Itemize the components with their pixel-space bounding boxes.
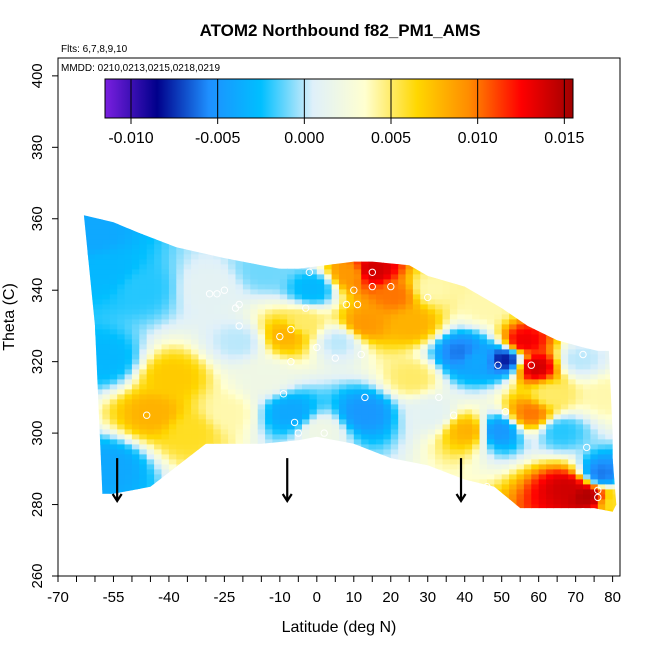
y-tick-label: 380 bbox=[29, 135, 46, 160]
sample-point bbox=[368, 282, 376, 291]
sample-point bbox=[579, 350, 587, 359]
sample-point bbox=[424, 293, 432, 302]
sample-point bbox=[483, 483, 491, 491]
x-tick-label: 20 bbox=[382, 589, 399, 606]
sample-point bbox=[294, 429, 302, 437]
y-axis-label: Theta (C) bbox=[1, 283, 18, 351]
colorbar-tick-label: 0.015 bbox=[544, 130, 584, 147]
colorbar-tick-label: 0.010 bbox=[458, 130, 498, 147]
colorbar-tick-label: -0.010 bbox=[108, 130, 153, 147]
sample-point bbox=[501, 408, 510, 416]
sample-point bbox=[368, 268, 376, 276]
sample-point bbox=[302, 304, 310, 312]
colorbar-gradient bbox=[104, 78, 574, 119]
sample-point bbox=[579, 508, 587, 516]
y-tick-label: 260 bbox=[29, 563, 46, 588]
chart-title: ATOM2 Northbound f82_PM1_AMS bbox=[200, 21, 481, 40]
sample-point bbox=[305, 268, 314, 276]
x-tick-label: -70 bbox=[47, 589, 69, 606]
sample-point bbox=[583, 443, 591, 452]
sample-point bbox=[287, 325, 295, 334]
sample-point bbox=[527, 361, 535, 369]
x-tick-label: 30 bbox=[419, 589, 436, 606]
x-tick-label: -25 bbox=[214, 589, 236, 606]
x-tick-label: 50 bbox=[493, 589, 510, 606]
x-axis-label: Latitude (deg N) bbox=[282, 619, 397, 636]
sample-point bbox=[261, 257, 269, 266]
sample-point bbox=[213, 290, 221, 298]
y-tick-label: 360 bbox=[29, 206, 46, 231]
down-arrow-icon bbox=[281, 458, 293, 504]
flights-annotation: Flts: 6,7,8,9,10 bbox=[61, 44, 128, 55]
x-tick-label: 70 bbox=[567, 589, 584, 606]
sample-point bbox=[342, 300, 351, 309]
x-tick-label: 60 bbox=[530, 589, 547, 606]
sample-point bbox=[276, 332, 284, 341]
sample-point bbox=[361, 393, 369, 402]
sample-point bbox=[287, 358, 295, 366]
sample-point bbox=[357, 350, 365, 359]
sample-point bbox=[235, 300, 243, 309]
x-axis: -70 -55 -40 -25 -10 0 10 20 30 40 50 60 70 80 bbox=[47, 575, 621, 606]
arrows bbox=[111, 458, 467, 504]
y-tick-label: 300 bbox=[29, 421, 46, 446]
x-tick-label: -55 bbox=[103, 589, 125, 606]
sample-point bbox=[361, 450, 369, 459]
sample-point bbox=[331, 354, 339, 362]
x-tick-label: 10 bbox=[345, 589, 362, 606]
y-axis: 260 280 300 320 340 360 380 400 bbox=[29, 63, 59, 589]
colorbar-tick-label: -0.005 bbox=[195, 130, 240, 147]
dates-annotation: MMDD: 0210,0213,0215,0218,0219 bbox=[61, 63, 220, 74]
x-tick-label: 0 bbox=[313, 589, 321, 606]
y-tick-label: 280 bbox=[29, 492, 46, 517]
sample-point bbox=[350, 286, 358, 294]
sample-point bbox=[235, 322, 243, 330]
sample-point bbox=[594, 493, 602, 502]
y-tick-label: 340 bbox=[29, 278, 46, 303]
y-tick-label: 400 bbox=[29, 63, 46, 88]
y-tick-label: 320 bbox=[29, 349, 46, 374]
sample-points bbox=[143, 257, 602, 516]
sample-point bbox=[205, 290, 214, 298]
sample-point bbox=[143, 411, 151, 419]
x-tick-label: -10 bbox=[269, 589, 291, 606]
colorbar-tick-label: 0.000 bbox=[284, 130, 324, 147]
sample-point bbox=[353, 300, 362, 309]
down-arrow-icon bbox=[111, 458, 123, 504]
sample-point bbox=[313, 343, 321, 352]
sample-point bbox=[290, 418, 299, 427]
sample-point bbox=[449, 411, 458, 419]
sample-point bbox=[594, 486, 602, 494]
sample-point bbox=[279, 390, 288, 398]
sample-point bbox=[220, 286, 229, 294]
sample-point bbox=[435, 393, 443, 402]
sample-point bbox=[387, 282, 395, 291]
x-tick-label: -40 bbox=[158, 589, 180, 606]
x-tick-label: 80 bbox=[604, 589, 621, 606]
colorbar-tick-label: 0.005 bbox=[371, 130, 411, 147]
x-tick-label: 40 bbox=[456, 589, 473, 606]
sample-point bbox=[320, 429, 328, 437]
heatmap-field bbox=[83, 215, 617, 512]
sample-point bbox=[494, 361, 502, 369]
down-arrow-icon bbox=[455, 458, 467, 504]
colorbar: -0.010 -0.005 0.000 0.005 0.010 0.015 bbox=[104, 78, 584, 147]
